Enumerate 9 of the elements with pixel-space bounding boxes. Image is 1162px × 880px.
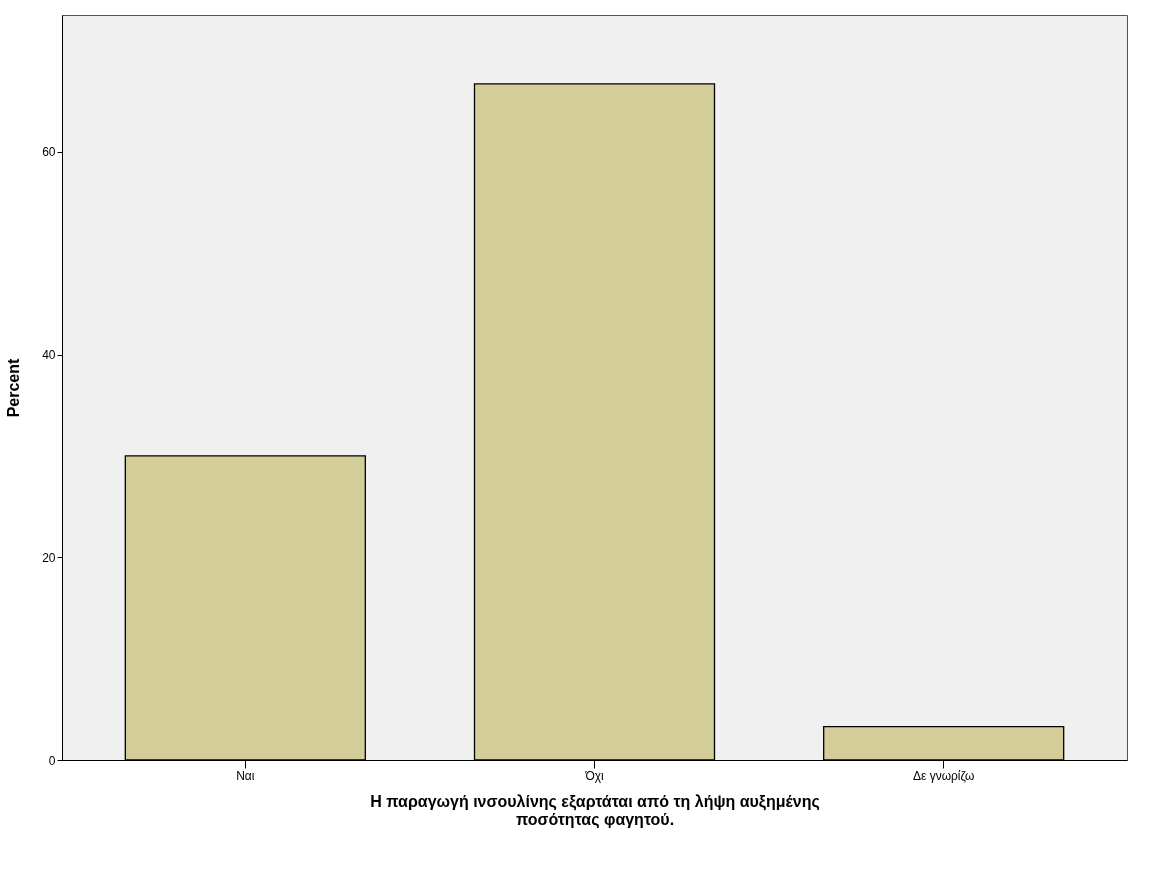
x-tick-label: Δε γνωρίζω (912, 768, 975, 783)
x-tick-label: Όχι (584, 768, 604, 783)
y-tick-label: 40 (42, 348, 56, 363)
y-tick-label: 0 (48, 753, 56, 768)
y-tick-label: 20 (42, 550, 56, 565)
y-tick-label: 60 (42, 145, 56, 160)
x-tick-label: Ναι (236, 768, 255, 783)
y-axis-title: Percent (5, 357, 23, 418)
x-axis-title: Η παραγωγή ινσουλίνης εξαρτάται από τη λήψη αυξημένης ποσότητας φαγητού. (370, 792, 820, 829)
